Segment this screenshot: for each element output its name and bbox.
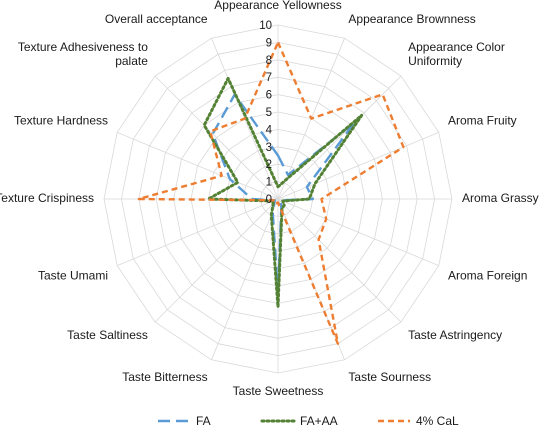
axis-label: Aroma Foreign [448, 268, 527, 282]
tick-label: 1 [266, 177, 272, 189]
grid-spoke [211, 198, 279, 360]
axis-label: Taste Astringency [408, 328, 502, 342]
radar-grid [103, 24, 453, 374]
axis-label: Aroma Grassy [462, 191, 539, 205]
grid-spoke [277, 198, 402, 323]
axis-label: Texture Adhesiveness to palate [18, 40, 148, 68]
axis-label: Taste Bitterness [122, 370, 207, 384]
axis-label: Taste Sweetness [233, 384, 324, 398]
legend-label: 4% CaL [416, 414, 459, 428]
grid-spoke [117, 132, 279, 200]
axis-label: Overall acceptance [105, 12, 208, 26]
legend-label: FA [196, 414, 211, 428]
tick-label: 5 [266, 107, 272, 119]
legend: FA FA+AA 4% CaL [158, 414, 459, 428]
tick-label: 6 [266, 90, 272, 102]
grid-spoke [154, 198, 279, 323]
grid-spoke [277, 198, 439, 266]
radial-tick-labels: 0 1 2 3 4 5 6 7 8 9 10 [259, 20, 272, 206]
tick-label: 7 [266, 72, 272, 84]
tick-label: 8 [266, 55, 272, 67]
axis-labels: Appearance Yellowness Appearance Brownnes… [0, 0, 539, 398]
series-line-1 [202, 76, 364, 309]
tick-label: 3 [266, 142, 272, 154]
tick-label: 2 [266, 159, 272, 171]
axis-label: Texture Crispiness [0, 191, 94, 205]
tick-label: 9 [266, 37, 272, 49]
grid-spoke [154, 75, 279, 200]
tick-label: 4 [266, 124, 273, 136]
legend-label: FA+AA [300, 414, 338, 428]
axis-label: Taste Umami [38, 268, 108, 282]
tick-label: 10 [259, 20, 272, 32]
tick-label: 0 [266, 194, 272, 206]
grid-spoke [277, 75, 402, 200]
radar-series [137, 41, 405, 345]
axis-label: Taste Saltiness [67, 328, 148, 342]
axis-label: Appearance Color Uniformity [408, 40, 505, 68]
axis-label: Appearance Yellowness [214, 0, 341, 12]
axis-label: Appearance Brownness [348, 12, 475, 26]
series-line-2 [137, 41, 405, 345]
axis-label: Aroma Fruity [448, 114, 517, 128]
grid-spoke [277, 132, 439, 200]
axis-label: Texture Hardness [14, 114, 108, 128]
axis-label: Taste Sourness [348, 370, 431, 384]
grid-spoke [117, 198, 279, 266]
